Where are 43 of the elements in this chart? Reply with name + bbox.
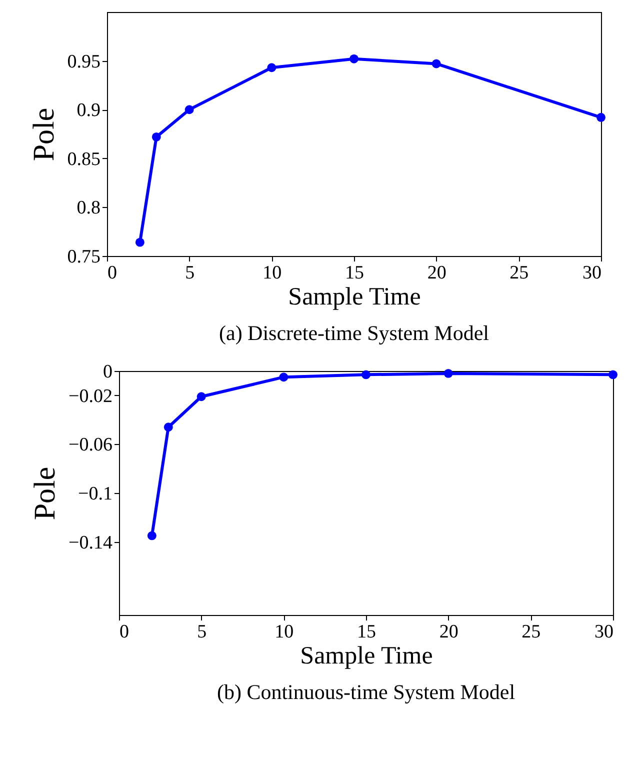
x-tick-label: 10 — [274, 622, 294, 642]
x-tick-label: 10 — [262, 262, 282, 284]
point — [350, 54, 358, 64]
point — [444, 368, 453, 378]
point — [432, 59, 441, 68]
x-tick-label: 0 — [120, 622, 129, 642]
y-tick-label: 0.95 — [67, 51, 100, 72]
y-axis-title: Pole — [27, 108, 60, 162]
point — [596, 112, 606, 122]
point — [608, 370, 618, 380]
x-tick-label: 15 — [345, 262, 364, 284]
y-tick-label: 0 — [103, 362, 112, 382]
x-axis-title: Sample Time — [300, 642, 433, 670]
x-tick-label: 20 — [439, 622, 458, 642]
text: (a) Discrete-time System Model — [218, 321, 490, 345]
point — [267, 63, 276, 72]
y-tick-label: 0.75 — [67, 246, 100, 268]
point — [135, 238, 144, 247]
point — [147, 531, 156, 540]
point — [184, 105, 194, 114]
x-tick-label: 5 — [197, 622, 207, 642]
point — [362, 370, 370, 380]
y-axis-title: Pole — [28, 466, 62, 520]
text: (b) Continuous-time System Model — [216, 680, 516, 704]
x-axis-title: Sample Time — [288, 284, 421, 310]
y-tick-label: −0.1 — [78, 484, 112, 504]
y-tick-label: −0.02 — [68, 386, 112, 407]
y-tick-label: 0.8 — [76, 198, 100, 219]
y-tick-label: −0.06 — [68, 434, 112, 456]
y-tick-label: 0.9 — [76, 100, 100, 122]
x-tick-label: 5 — [185, 262, 195, 284]
point — [164, 422, 173, 432]
x-tick-label: 15 — [357, 622, 376, 642]
point — [279, 372, 288, 382]
x-tick-label: 25 — [510, 262, 529, 284]
point — [196, 392, 206, 402]
x-tick-label: 30 — [582, 262, 602, 284]
y-tick-label: 0.85 — [67, 148, 100, 170]
y-tick-label: −0.14 — [68, 532, 113, 554]
point — [152, 132, 161, 142]
x-tick-label: 20 — [427, 262, 446, 284]
x-tick-label: 25 — [522, 622, 541, 642]
x-tick-label: 30 — [594, 622, 614, 642]
